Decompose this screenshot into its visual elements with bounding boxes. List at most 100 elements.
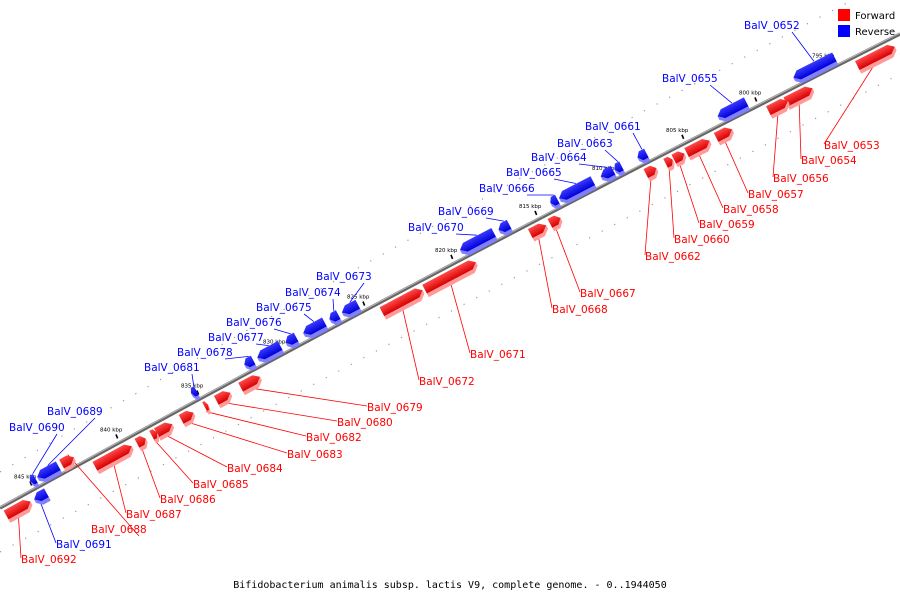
tick-label: 810 kbp bbox=[592, 166, 615, 172]
label-balv-0655[interactable]: BalV_0655 bbox=[662, 73, 718, 85]
gene-balv-0672[interactable] bbox=[379, 286, 427, 320]
label-balv-0675[interactable]: BalV_0675 bbox=[256, 302, 312, 314]
gene-balv-0688-body bbox=[59, 455, 74, 469]
gene-balv-0661[interactable] bbox=[635, 148, 651, 166]
label-balv-0667[interactable]: BalV_0667 bbox=[580, 288, 636, 300]
legend-reverse-swatch bbox=[838, 25, 850, 37]
gene-balv-0659[interactable] bbox=[671, 149, 688, 168]
label-balv-0661[interactable]: BalV_0661 bbox=[585, 121, 641, 133]
gene-balv-0689[interactable] bbox=[35, 461, 63, 485]
gene-balv-0683[interactable] bbox=[178, 408, 198, 428]
gene-balv-0680[interactable] bbox=[213, 388, 235, 409]
gene-balv-0686[interactable] bbox=[134, 434, 150, 452]
gene-balv-0678[interactable] bbox=[242, 355, 258, 373]
gene-balv-0664[interactable] bbox=[598, 165, 618, 185]
label-balv-0676[interactable]: BalV_0676 bbox=[226, 317, 282, 329]
gene-balv-0681[interactable] bbox=[189, 386, 201, 401]
gene-balv-0692[interactable] bbox=[3, 497, 35, 523]
gene-balv-0685[interactable] bbox=[149, 428, 161, 444]
gene-balv-0656[interactable] bbox=[766, 96, 792, 119]
label-balv-0674[interactable]: BalV_0674 bbox=[285, 287, 341, 299]
gene-balv-0668[interactable] bbox=[527, 221, 550, 242]
label-balv-0689[interactable]: BalV_0689 bbox=[47, 406, 103, 418]
gene-balv-0665[interactable] bbox=[557, 176, 597, 206]
label-balv-0665[interactable]: BalV_0665 bbox=[506, 167, 562, 179]
gene-balv-0687[interactable] bbox=[92, 442, 136, 475]
gene-balv-0679-shade bbox=[242, 376, 262, 396]
gene-balv-0666[interactable] bbox=[548, 194, 562, 211]
gene-balv-0654[interactable] bbox=[783, 84, 816, 110]
label-balv-0660[interactable]: BalV_0660 bbox=[674, 234, 730, 246]
gene-balv-0657[interactable] bbox=[713, 125, 736, 146]
label-balv-0672[interactable]: BalV_0672 bbox=[419, 376, 475, 388]
gene-balv-0674[interactable] bbox=[327, 310, 343, 327]
gene-balv-0658[interactable] bbox=[684, 136, 714, 161]
gene-balv-0659-body bbox=[671, 151, 685, 164]
label-balv-0680[interactable]: BalV_0680 bbox=[337, 417, 393, 429]
gene-balv-0669[interactable] bbox=[496, 219, 514, 238]
label-balv-0686[interactable]: BalV_0686 bbox=[160, 494, 216, 506]
tick-mark bbox=[29, 481, 33, 486]
gene-balv-0652[interactable] bbox=[791, 52, 839, 85]
gene-balv-0692-body bbox=[3, 499, 31, 520]
gene-balv-0688[interactable] bbox=[59, 453, 78, 472]
gene-balv-0691[interactable] bbox=[32, 488, 51, 507]
gene-balv-0653-shade bbox=[859, 46, 897, 74]
label-balv-0690[interactable]: BalV_0690 bbox=[9, 422, 65, 434]
label-balv-0679[interactable]: BalV_0679 bbox=[367, 402, 423, 414]
label-balv-0666[interactable]: BalV_0666 bbox=[479, 183, 535, 195]
leader-balv-0675 bbox=[303, 313, 315, 322]
label-balv-0652[interactable]: BalV_0652 bbox=[744, 20, 800, 32]
label-balv-0670[interactable]: BalV_0670 bbox=[408, 222, 464, 234]
leader-balv-0661 bbox=[632, 132, 643, 150]
gene-balv-0665-body bbox=[559, 176, 596, 200]
label-balv-0663[interactable]: BalV_0663 bbox=[557, 138, 613, 150]
gene-balv-0670[interactable] bbox=[458, 227, 498, 258]
label-balv-0691[interactable]: BalV_0691 bbox=[56, 539, 112, 551]
label-balv-0673[interactable]: BalV_0673 bbox=[316, 271, 372, 283]
label-balv-0683[interactable]: BalV_0683 bbox=[287, 449, 343, 461]
gene-balv-0675[interactable] bbox=[301, 317, 329, 342]
label-balv-0682[interactable]: BalV_0682 bbox=[306, 432, 362, 444]
gene-balv-0679[interactable] bbox=[238, 372, 264, 396]
label-balv-0653[interactable]: BalV_0653 bbox=[824, 140, 880, 152]
gene-balv-0676[interactable] bbox=[283, 332, 301, 351]
label-balv-0669[interactable]: BalV_0669 bbox=[438, 206, 494, 218]
gene-balv-0662[interactable] bbox=[643, 164, 660, 182]
gene-balv-0653[interactable] bbox=[854, 42, 899, 74]
gene-balv-0682[interactable] bbox=[202, 400, 212, 415]
label-balv-0656[interactable]: BalV_0656 bbox=[773, 173, 829, 185]
label-balv-0684[interactable]: BalV_0684 bbox=[227, 463, 283, 475]
label-balv-0654[interactable]: BalV_0654 bbox=[801, 155, 857, 167]
gene-balv-0669-body bbox=[498, 219, 512, 233]
label-balv-0659[interactable]: BalV_0659 bbox=[699, 219, 755, 231]
label-balv-0658[interactable]: BalV_0658 bbox=[723, 204, 779, 216]
label-balv-0678[interactable]: BalV_0678 bbox=[177, 347, 233, 359]
gene-balv-0690[interactable] bbox=[28, 473, 40, 489]
label-balv-0662[interactable]: BalV_0662 bbox=[645, 251, 701, 263]
gene-balv-0677[interactable] bbox=[255, 341, 285, 366]
label-balv-0681[interactable]: BalV_0681 bbox=[144, 362, 200, 374]
gene-balv-0667[interactable] bbox=[547, 213, 565, 232]
leader-balv-0674 bbox=[332, 298, 335, 311]
gene-balv-0684[interactable] bbox=[154, 420, 176, 441]
label-balv-0657[interactable]: BalV_0657 bbox=[748, 189, 804, 201]
label-balv-0664[interactable]: BalV_0664 bbox=[531, 152, 587, 164]
label-balv-0671[interactable]: BalV_0671 bbox=[470, 349, 526, 361]
tick-label: 840 kbp bbox=[100, 427, 123, 433]
label-balv-0677[interactable]: BalV_0677 bbox=[208, 332, 264, 344]
gene-balv-0663[interactable] bbox=[612, 161, 626, 177]
label-balv-0688[interactable]: BalV_0688 bbox=[91, 524, 147, 536]
label-balv-0668[interactable]: BalV_0668 bbox=[552, 304, 608, 316]
label-balv-0692[interactable]: BalV_0692 bbox=[21, 554, 77, 566]
gene-balv-0660[interactable] bbox=[663, 155, 677, 172]
leader-balv-0657 bbox=[723, 139, 749, 194]
label-balv-0687[interactable]: BalV_0687 bbox=[126, 509, 182, 521]
label-balv-0685[interactable]: BalV_0685 bbox=[193, 479, 249, 491]
genome-caption: Bifidobacterium animalis subsp. lactis V… bbox=[233, 580, 666, 591]
gene-balv-0671[interactable] bbox=[422, 258, 480, 298]
gene-balv-0659-shade bbox=[676, 153, 687, 168]
gene-balv-0673[interactable] bbox=[340, 299, 362, 321]
gene-balv-0655[interactable] bbox=[715, 97, 751, 124]
